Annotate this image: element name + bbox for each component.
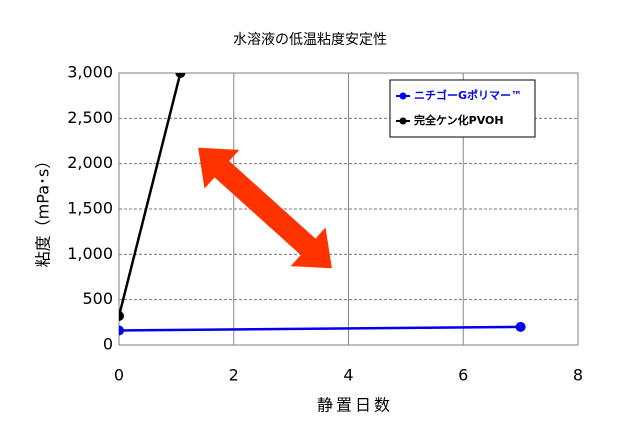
y-tick-label: 0 xyxy=(103,335,113,354)
legend-box xyxy=(389,79,536,138)
data-point xyxy=(515,321,526,332)
y-tick-label: 2,500 xyxy=(67,108,113,127)
x-axis-label: 静置日数 xyxy=(317,396,393,415)
y-axis-label: 粘度（mPa･s） xyxy=(34,153,53,268)
y-tick-label: 3,000 xyxy=(67,63,113,82)
y-tick-label: 1,000 xyxy=(67,244,113,263)
data-point xyxy=(175,73,186,78)
x-tick-label: 0 xyxy=(114,366,124,385)
series-line xyxy=(119,325,521,332)
y-tick-label: 500 xyxy=(82,289,113,308)
legend-label: ニチゴーGポリマー™ xyxy=(414,88,522,102)
series-line xyxy=(119,73,182,317)
x-tick-label: 4 xyxy=(343,366,353,385)
data-point xyxy=(119,310,124,321)
y-tick-label: 2,000 xyxy=(67,153,113,172)
double-arrow xyxy=(198,147,332,269)
legend-marker xyxy=(399,117,407,125)
plot-frame xyxy=(118,72,579,346)
x-tick-label: 8 xyxy=(573,366,583,385)
legend-marker xyxy=(399,92,407,100)
x-tick-label: 6 xyxy=(458,366,468,385)
y-tick-label: 1,500 xyxy=(67,199,113,218)
legend-label: 完全ケン化PVOH xyxy=(414,113,504,127)
x-tick-label: 2 xyxy=(229,366,239,385)
data-point xyxy=(119,325,124,336)
chart-title: 水溶液の低温粘度安定性 xyxy=(233,32,387,48)
